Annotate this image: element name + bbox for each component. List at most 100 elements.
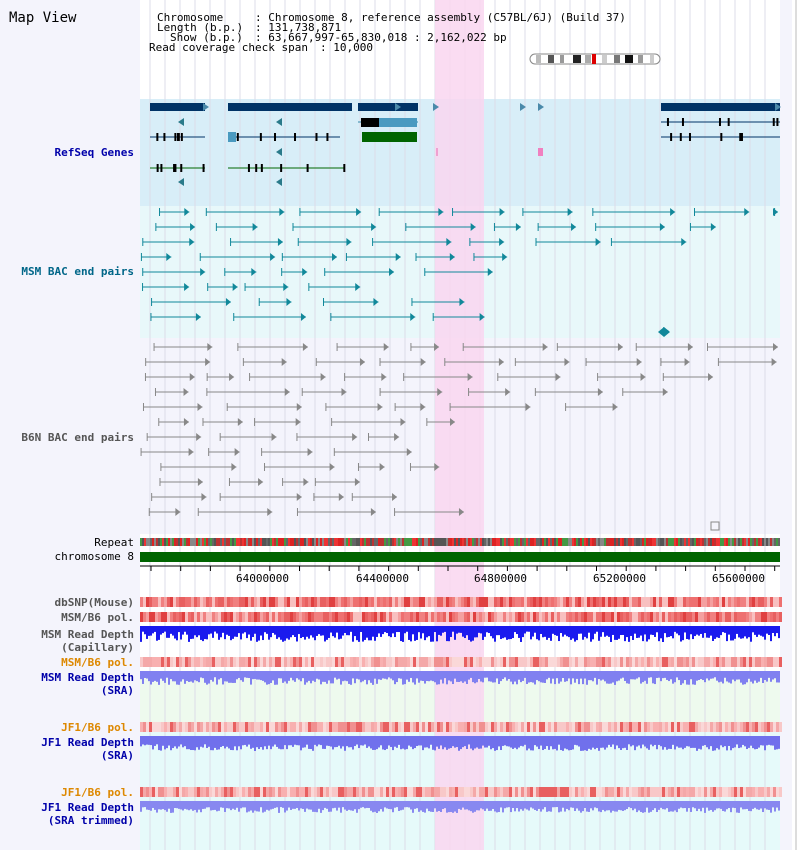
depth-bar[interactable] xyxy=(192,626,194,639)
depth-bar[interactable] xyxy=(312,671,314,681)
polymorphism-bar[interactable] xyxy=(161,657,164,667)
polymorphism-bar[interactable] xyxy=(557,597,560,607)
repeat-bar[interactable] xyxy=(598,538,600,546)
polymorphism-bar[interactable] xyxy=(233,787,236,797)
depth-bar[interactable] xyxy=(720,671,722,682)
depth-bar[interactable] xyxy=(296,736,298,746)
polymorphism-bar[interactable] xyxy=(194,657,197,667)
depth-bar[interactable] xyxy=(464,671,466,682)
polymorphism-bar[interactable] xyxy=(542,597,545,607)
polymorphism-bar[interactable] xyxy=(647,722,650,732)
polymorphism-bar[interactable] xyxy=(266,597,269,607)
polymorphism-bar[interactable] xyxy=(719,787,722,797)
depth-bar[interactable] xyxy=(256,801,258,812)
depth-bar[interactable] xyxy=(712,626,714,641)
depth-bar[interactable] xyxy=(524,736,526,745)
polymorphism-bar[interactable] xyxy=(233,722,236,732)
msm-bac-pair[interactable] xyxy=(215,223,258,231)
depth-bar[interactable] xyxy=(362,671,364,682)
repeat-bar[interactable] xyxy=(476,538,478,546)
polymorphism-bar[interactable] xyxy=(422,597,425,607)
depth-bar[interactable] xyxy=(744,671,746,685)
polymorphism-bar[interactable] xyxy=(194,787,197,797)
depth-bar[interactable] xyxy=(328,801,330,812)
polymorphism-bar[interactable] xyxy=(416,612,419,622)
repeat-bar[interactable] xyxy=(214,538,216,546)
depth-bar[interactable] xyxy=(570,671,572,685)
depth-bar[interactable] xyxy=(602,626,604,633)
polymorphism-bar[interactable] xyxy=(323,612,326,622)
depth-bar[interactable] xyxy=(436,801,438,812)
polymorphism-bar[interactable] xyxy=(668,612,671,622)
b6n-bac-pair-arrow[interactable] xyxy=(197,478,203,486)
polymorphism-bar[interactable] xyxy=(176,657,179,667)
polymorphism-bar[interactable] xyxy=(455,612,458,622)
depth-bar[interactable] xyxy=(588,736,590,749)
depth-bar[interactable] xyxy=(268,801,270,811)
msm-bac-pair[interactable] xyxy=(330,313,416,321)
repeat-bar[interactable] xyxy=(330,538,332,546)
msm-bac-pair[interactable] xyxy=(372,238,452,246)
polymorphism-bar[interactable] xyxy=(182,612,185,622)
depth-bar[interactable] xyxy=(378,801,380,812)
depth-bar[interactable] xyxy=(728,626,730,635)
polymorphism-bar[interactable] xyxy=(365,612,368,622)
polymorphism-bar[interactable] xyxy=(707,657,710,667)
polymorphism-bar[interactable] xyxy=(335,612,338,622)
depth-bar[interactable] xyxy=(388,736,390,746)
polymorphism-bar[interactable] xyxy=(212,787,215,797)
polymorphism-bar[interactable] xyxy=(353,722,356,732)
depth-bar[interactable] xyxy=(766,736,768,746)
depth-bar[interactable] xyxy=(194,626,196,636)
depth-bar[interactable] xyxy=(724,736,726,747)
polymorphism-bar[interactable] xyxy=(776,657,779,667)
depth-bar[interactable] xyxy=(318,671,320,680)
depth-bar[interactable] xyxy=(148,801,150,810)
repeat-bar[interactable] xyxy=(350,538,352,546)
b6n-bac-pair-arrow[interactable] xyxy=(341,388,347,396)
depth-bar[interactable] xyxy=(162,801,164,810)
msm-bac-pair[interactable] xyxy=(432,313,485,321)
depth-bar[interactable] xyxy=(714,671,716,678)
depth-bar[interactable] xyxy=(596,801,598,809)
polymorphism-bar[interactable] xyxy=(584,722,587,732)
depth-bar[interactable] xyxy=(362,626,364,642)
polymorphism-bar[interactable] xyxy=(338,612,341,622)
polymorphism-bar[interactable] xyxy=(395,612,398,622)
b6n-bac-pair[interactable] xyxy=(148,508,181,516)
depth-bar[interactable] xyxy=(184,736,186,747)
depth-bar[interactable] xyxy=(360,801,362,808)
depth-bar[interactable] xyxy=(198,801,200,810)
depth-bar[interactable] xyxy=(716,736,718,749)
depth-bar[interactable] xyxy=(722,736,724,748)
depth-bar[interactable] xyxy=(530,671,532,683)
depth-bar[interactable] xyxy=(318,626,320,635)
polymorphism-bar[interactable] xyxy=(617,597,620,607)
gene-exon[interactable] xyxy=(160,164,163,172)
depth-bar[interactable] xyxy=(308,671,310,681)
polymorphism-bar[interactable] xyxy=(680,657,683,667)
repeat-bar[interactable] xyxy=(508,538,510,546)
depth-bar[interactable] xyxy=(284,736,286,746)
polymorphism-bar[interactable] xyxy=(332,597,335,607)
polymorphism-bar[interactable] xyxy=(407,722,410,732)
polymorphism-bar[interactable] xyxy=(185,722,188,732)
depth-bar[interactable] xyxy=(614,671,616,685)
repeat-bar[interactable] xyxy=(624,538,626,546)
track-label-msm-depth-capillary[interactable]: MSM Read Depth xyxy=(41,628,134,641)
polymorphism-bar[interactable] xyxy=(446,722,449,732)
repeat-bar[interactable] xyxy=(582,538,584,546)
depth-bar[interactable] xyxy=(384,626,386,633)
repeat-bar[interactable] xyxy=(670,538,672,546)
polymorphism-bar[interactable] xyxy=(671,787,674,797)
polymorphism-bar[interactable] xyxy=(503,612,506,622)
polymorphism-bar[interactable] xyxy=(686,612,689,622)
depth-bar[interactable] xyxy=(500,736,502,751)
depth-bar[interactable] xyxy=(758,671,760,682)
polymorphism-bar[interactable] xyxy=(320,787,323,797)
repeat-bar[interactable] xyxy=(550,538,552,546)
repeat-bar[interactable] xyxy=(180,538,182,546)
polymorphism-bar[interactable] xyxy=(143,597,146,607)
depth-bar[interactable] xyxy=(520,801,522,810)
repeat-bar[interactable] xyxy=(292,538,294,546)
